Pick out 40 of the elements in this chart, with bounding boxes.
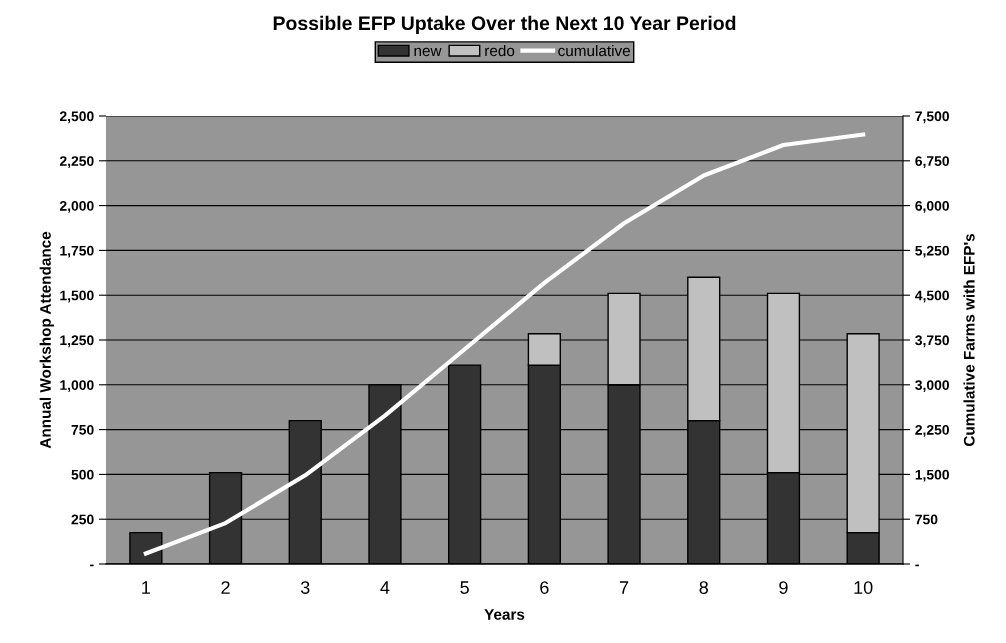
x-tick-label: 4 <box>380 581 390 594</box>
x-tick-label: 10 <box>854 581 873 594</box>
x-tick-label: 9 <box>779 581 788 594</box>
y-tick-label: 250 <box>71 514 94 525</box>
line-series <box>143 132 866 556</box>
y-tick-label: 1,750 <box>60 245 94 258</box>
x-tick-label: 3 <box>300 581 310 594</box>
y2-tick-label: 7,500 <box>915 111 949 124</box>
y-tick-label: 1,500 <box>60 290 94 303</box>
y-tick-label: - <box>90 564 94 567</box>
legend-label: redo <box>485 44 515 57</box>
x-axis-title: Years <box>484 609 525 620</box>
x-tick-label: 1 <box>142 581 150 594</box>
y-tick-label: 2,000 <box>59 200 94 213</box>
y-tick-label: 500 <box>71 469 94 480</box>
y2-tick-label: 750 <box>915 514 938 525</box>
legend-label: cumulative <box>558 44 630 57</box>
x-tick-label: 7 <box>619 581 629 594</box>
y2-tick-label: - <box>915 564 919 567</box>
y-tick-label: 2,250 <box>59 156 94 168</box>
y-tick-label: 1,000 <box>60 380 94 392</box>
x-tick-label: 5 <box>460 581 469 594</box>
y2-tick-label: 4,500 <box>915 290 949 303</box>
x-tick-label: 2 <box>221 581 230 594</box>
y2-tick-label: 1,500 <box>915 469 949 482</box>
y-tick-label: 750 <box>71 424 94 435</box>
y2-axis-title: Cumulative Farms with EFP's <box>963 233 975 447</box>
y2-tick-label: 5,250 <box>915 245 949 258</box>
y-axis-title: Annual Workshop Attendance <box>39 231 54 449</box>
legend-label: new <box>414 47 442 57</box>
x-tick-label: 6 <box>540 581 549 594</box>
y2-tick-label: 6,750 <box>915 156 949 168</box>
chart-title: Possible EFP Uptake Over the Next 10 Year Period <box>273 15 736 34</box>
y-tick-label: 1,250 <box>60 335 94 348</box>
y2-tick-label: 3,750 <box>915 335 949 348</box>
x-tick-label: 8 <box>699 581 708 594</box>
y2-tick-label: 3,000 <box>915 380 949 392</box>
y-tick-label: 2,500 <box>59 111 94 124</box>
y2-tick-label: 6,000 <box>915 200 949 213</box>
y2-tick-label: 2,250 <box>915 424 949 437</box>
